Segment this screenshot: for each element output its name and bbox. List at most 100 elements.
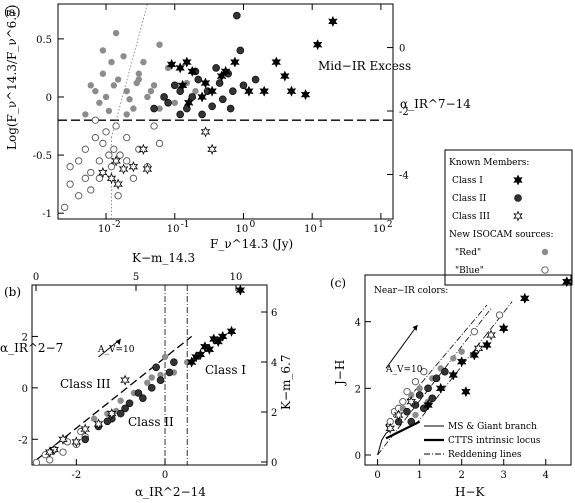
legend-blue: "Blue": [455, 266, 484, 276]
marker-c4-blue-circle: [411, 378, 420, 386]
panel-b-ytick-label-0: -2: [18, 435, 28, 446]
panel-c-xtick-label-4: 4: [543, 470, 549, 481]
panel-a-annotation: Mid−IR Excess: [318, 59, 411, 73]
marker-a108-class3-star: [207, 143, 217, 155]
marker-c28-class1-star: [435, 382, 446, 394]
panel-b-xtick-label-0: -2: [71, 470, 81, 481]
panel-a-xtick-label-3: 10: [304, 224, 317, 235]
marker-a35-red-dot: [130, 105, 137, 112]
marker-a109-class3-star: [113, 178, 123, 190]
panel-a-ylabel: Log(F_ν^14.3/F_ν^6.7): [5, 5, 19, 150]
marker-c24-class2-dot: [441, 367, 449, 376]
panel-b-xtick-label-1: 0: [162, 470, 168, 481]
marker-a44-red-dot: [92, 87, 99, 95]
marker-a46-red-dot: [105, 107, 113, 115]
panel-a-xtick-exp-3: 1: [318, 220, 324, 230]
marker-a24-blue-circle: [66, 163, 74, 171]
panel-a-xtick-label-1: 10: [167, 224, 180, 235]
panel-a-rtick-label-0: -4: [399, 170, 409, 181]
marker-a1-blue-circle: [66, 180, 74, 188]
panel-c-xtick-label-0: 0: [374, 470, 380, 481]
marker-c22-class2-dot: [424, 384, 432, 393]
panel-b-toptick-label-1: 5: [133, 272, 139, 283]
marker-a0-blue-circle: [61, 203, 69, 212]
panel-a-rtick-label-1: -2: [399, 107, 409, 118]
marker-a100-class1-star: [197, 91, 207, 103]
marker-a7-blue-circle: [99, 139, 107, 148]
panel-c-av-arrowhead: [412, 325, 418, 331]
panel-b-toptick-label-0: 0: [33, 272, 39, 283]
marker-a8-blue-circle: [102, 128, 110, 136]
marker-a20-blue-circle: [95, 174, 104, 182]
marker-b7-blue-circle: [59, 448, 67, 456]
marker-b52-class3-star: [44, 446, 55, 458]
marker-b33-class2-dot: [170, 358, 178, 366]
marker-a76-class2-dot: [212, 64, 220, 72]
panel-b-label: (b): [4, 285, 21, 299]
marker-b24-class2-dot: [116, 409, 125, 418]
legend-box: [444, 149, 573, 286]
marker-a49-red-dot: [126, 96, 133, 103]
panel-a: 10 -2 10 -1 10 0 10 1 10 2-1-0.500.5-4-20 (a) Mid…: [4, 3, 471, 251]
marker-b46-class3-star: [58, 433, 68, 445]
marker-c31-class1-star: [469, 349, 480, 361]
marker-a59-class2-dot: [160, 93, 168, 101]
panel-c-xtick-label-1: 1: [416, 470, 422, 481]
marker-a34-red-dot: [123, 87, 130, 95]
marker-b29-class2-dot: [165, 368, 174, 377]
panel-b-class2-label: Class II: [128, 415, 174, 429]
panel-c-av-label: A_V=10: [385, 365, 423, 375]
marker-a106-class3-star: [138, 143, 149, 155]
panel-b-ylabel: α_IR^2−7: [0, 341, 63, 355]
marker-a23-blue-circle: [123, 157, 131, 165]
panel-b-frame: [31, 284, 268, 466]
marker-a65-class2-dot: [194, 75, 203, 84]
marker-c15-red-dot: [458, 348, 465, 355]
marker-lg4-blue-circle: [541, 266, 549, 274]
marker-a28-red-dot: [82, 111, 89, 118]
panel-a-rtick-label-2: 0: [399, 44, 405, 55]
marker-a61-class2-dot: [170, 81, 179, 90]
marker-a82-class1-star: [175, 62, 186, 74]
panel-b-rtick-label-2: 4: [271, 358, 277, 369]
marker-a107-class3-star: [200, 126, 211, 138]
panel-a-xtick-exp-2: 0: [249, 220, 255, 230]
marker-a11-blue-circle: [116, 151, 124, 159]
marker-b6-blue-circle: [46, 456, 54, 464]
marker-a27-blue-circle: [110, 145, 118, 153]
marker-a25-blue-circle: [81, 174, 89, 182]
marker-c29-class1-star: [448, 369, 459, 381]
marker-a95-class1-star: [286, 85, 297, 97]
marker-lg2-class3-star: [513, 210, 523, 222]
marker-a92-class1-star: [259, 85, 270, 97]
marker-a93-class1-star: [271, 56, 282, 68]
marker-c10-red-dot: [408, 391, 415, 399]
marker-c27-class2-dot: [428, 394, 437, 403]
marker-a3-blue-circle: [81, 145, 89, 153]
marker-a72-class2-dot: [233, 11, 241, 20]
marker-a36-red-dot: [135, 70, 143, 77]
marker-a43-red-dot: [192, 87, 199, 95]
panel-c-legend: MS & Giant branch CTTS intrinsic locus R…: [424, 422, 541, 460]
panel-c-ytick-label-0: 0: [355, 451, 361, 462]
marker-a60-class2-dot: [164, 98, 172, 107]
marker-c11-red-dot: [416, 385, 423, 392]
marker-a97-class1-star: [312, 39, 323, 51]
marker-lg0-class1-star: [513, 174, 523, 186]
marker-a16-blue-circle: [150, 122, 158, 130]
marker-a91-class1-star: [244, 85, 254, 97]
marker-b28-class2-dot: [156, 376, 165, 384]
marker-b49-class3-star: [93, 418, 104, 430]
marker-c25-class2-dot: [407, 417, 416, 426]
panel-a-xtick-exp-4: 2: [387, 220, 393, 230]
marker-c36-class1-star: [423, 399, 433, 411]
marker-a74-class2-dot: [251, 75, 260, 84]
panel-b-class3-label: Class III: [60, 377, 111, 391]
marker-b34-class2-dot: [152, 363, 160, 372]
panel-c-points: [377, 276, 572, 456]
panel-b-rtick-label-0: 0: [271, 458, 277, 469]
marker-c6-blue-circle: [470, 328, 478, 336]
marker-a99-class1-star: [183, 97, 194, 109]
marker-b9-red-dot: [90, 415, 98, 422]
